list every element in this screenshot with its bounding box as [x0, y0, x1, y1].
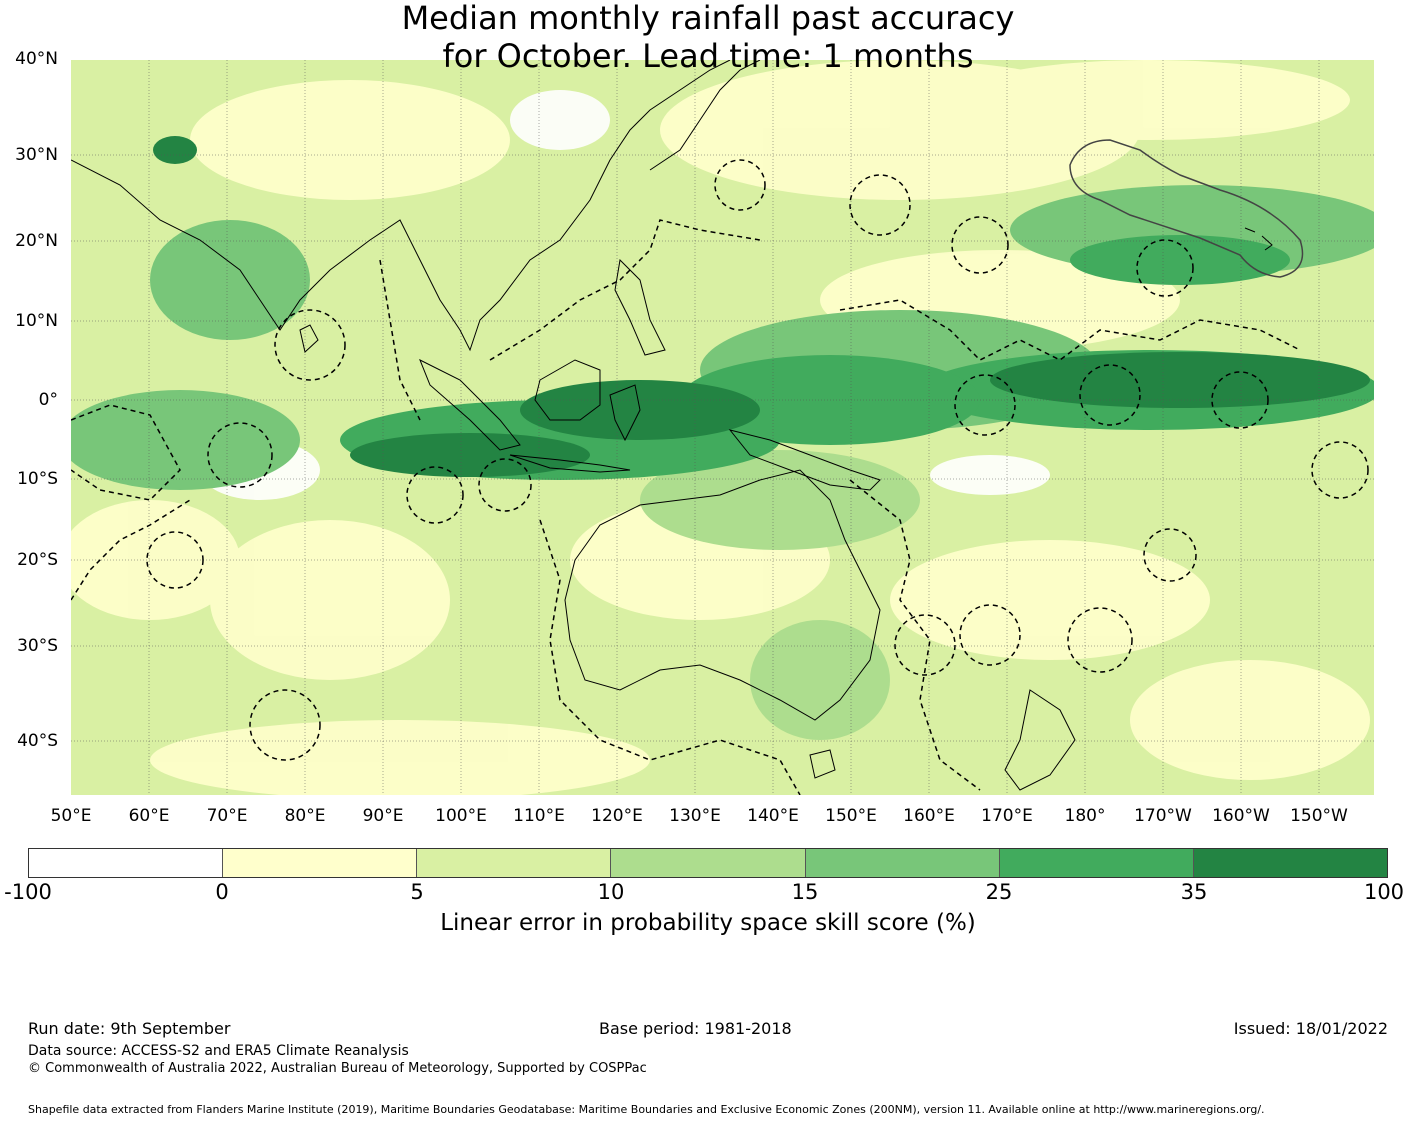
- eez-circle: [1311, 441, 1369, 499]
- japan-coast: [649, 60, 761, 171]
- lat-label: 40°S: [17, 731, 58, 751]
- lon-label: 100°E: [435, 806, 487, 826]
- new-guinea-coast: [728, 429, 881, 491]
- eez-circle: [1211, 371, 1269, 429]
- skill-score-map: [71, 60, 1374, 795]
- borneo-coast: [534, 359, 601, 421]
- issued-date: Issued: 18/01/2022: [1233, 1019, 1388, 1038]
- australia-coast: [564, 469, 881, 721]
- map-title-line1: Median monthly rainfall past accuracy: [401, 0, 1015, 37]
- colorbar-tick: 100: [1363, 880, 1405, 904]
- colorbar-label: Linear error in probability space skill …: [440, 910, 976, 936]
- philippines-coast: [614, 258, 666, 356]
- lon-label: 150°W: [1290, 806, 1348, 826]
- eez-circle: [1143, 528, 1197, 582]
- lon-label: 140°E: [747, 806, 799, 826]
- colorbar: [28, 848, 1388, 878]
- eez-circle: [478, 458, 532, 512]
- lon-label: 170°E: [981, 806, 1033, 826]
- hawaii-islands: [1244, 227, 1273, 251]
- colorbar-tick: 25: [985, 880, 1013, 904]
- eez-circle: [1136, 239, 1194, 297]
- colorbar-swatch: [417, 849, 612, 877]
- lon-label: 130°E: [669, 806, 721, 826]
- eez-circle: [714, 159, 766, 211]
- eez-circle: [951, 216, 1009, 274]
- eez-circle: [1079, 364, 1141, 426]
- eez-line: [849, 479, 981, 791]
- lon-label: 120°E: [591, 806, 643, 826]
- eez-line: [379, 259, 421, 421]
- data-source: Data source: ACCESS-S2 and ERA5 Climate …: [28, 1043, 409, 1059]
- colorbar-swatch: [805, 849, 1000, 877]
- lat-label: 20°S: [17, 550, 58, 570]
- eez-circle: [1067, 607, 1133, 673]
- colorbar-tick: 15: [791, 880, 819, 904]
- lat-label: 30°S: [17, 636, 58, 656]
- colorbar-tick: 5: [410, 880, 424, 904]
- eez-line: [839, 299, 1301, 361]
- lon-label: 110°E: [513, 806, 565, 826]
- eez-line: [71, 404, 181, 501]
- eez-circle: [249, 689, 321, 761]
- lat-label: 30°N: [15, 145, 58, 165]
- base-period: Base period: 1981-2018: [599, 1019, 792, 1038]
- colorbar-tick: 35: [1180, 880, 1208, 904]
- eez-circle: [954, 374, 1016, 436]
- colorbar-swatch: [29, 849, 224, 877]
- lon-label: 180°: [1064, 806, 1106, 826]
- sumatra-coast: [419, 358, 521, 451]
- colorbar-tick: 0: [215, 880, 229, 904]
- lon-label: 160°E: [903, 806, 955, 826]
- tasmania-coast: [809, 749, 836, 779]
- lon-label: 170°W: [1134, 806, 1192, 826]
- lon-label: 80°E: [284, 806, 326, 826]
- eez-circle: [406, 466, 464, 524]
- shapefile-credit: Shapefile data extracted from Flanders M…: [28, 1103, 1265, 1116]
- colorbar-swatch: [1193, 849, 1387, 877]
- lon-label: 50°E: [50, 806, 92, 826]
- sri-lanka-coast: [299, 324, 319, 353]
- eez-line: [71, 499, 191, 601]
- eez-line: [489, 219, 761, 361]
- eez-circle: [849, 174, 911, 236]
- eez-boundaries: [71, 159, 1369, 795]
- eez-circle: [207, 422, 273, 488]
- asia-coast: [71, 60, 731, 352]
- eez-circle: [274, 309, 346, 381]
- lat-label: 20°N: [15, 231, 58, 251]
- lat-label: 10°S: [17, 469, 58, 489]
- java-coast: [509, 454, 631, 473]
- lat-label: 40°N: [15, 49, 58, 69]
- eez-circle: [146, 531, 204, 589]
- lon-label: 160°W: [1212, 806, 1270, 826]
- sulawesi-coast: [609, 384, 641, 442]
- colorbar-tick: -100: [4, 880, 52, 904]
- coastlines: [71, 60, 1273, 791]
- new-zealand-coast: [1004, 689, 1076, 791]
- colorbar-swatch: [611, 849, 806, 877]
- colorbar-swatch: [223, 849, 418, 877]
- colorbar-swatch: [999, 849, 1194, 877]
- map-title-line2: for October. Lead time: 1 months: [442, 37, 974, 75]
- lat-label: 0°: [38, 390, 58, 410]
- copyright: © Commonwealth of Australia 2022, Austra…: [28, 1061, 647, 1076]
- lon-label: 60°E: [128, 806, 170, 826]
- lon-label: 70°E: [206, 806, 248, 826]
- eez-line: [539, 519, 801, 795]
- eez-circle: [894, 614, 956, 676]
- lat-label: 10°N: [15, 311, 58, 331]
- run-date: Run date: 9th September: [28, 1019, 231, 1038]
- lon-label: 150°E: [825, 806, 877, 826]
- colorbar-tick: 10: [597, 880, 625, 904]
- lon-label: 90°E: [362, 806, 404, 826]
- hawaii-region-outline: [1069, 139, 1304, 278]
- eez-circle: [959, 604, 1021, 666]
